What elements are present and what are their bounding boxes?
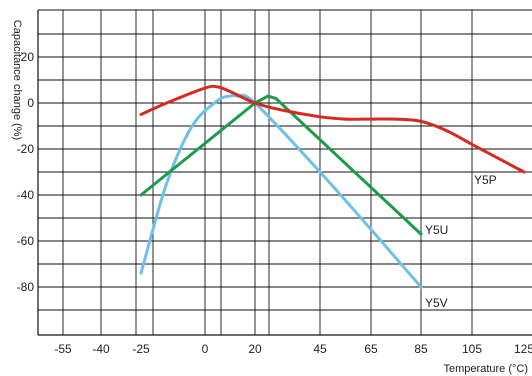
tick-labels: -55 -40 -25 0 20 45 65 85 105 125 20 0 -20 -40 -60 -80 bbox=[17, 50, 532, 356]
series-line-y5p bbox=[139, 84, 526, 174]
series-label-y5v: Y5V bbox=[425, 296, 448, 310]
y-tick-label: 20 bbox=[21, 50, 35, 64]
y-tick-label: -80 bbox=[17, 280, 35, 294]
y-tick-label: -60 bbox=[17, 234, 35, 248]
y-tick-label: 0 bbox=[27, 96, 34, 110]
x-tick-label: 20 bbox=[248, 342, 262, 356]
x-tick-label: 125 bbox=[514, 342, 532, 356]
y-tick-label: -20 bbox=[17, 142, 35, 156]
x-axis-label: Temperature (°C) bbox=[444, 363, 528, 375]
series-label-y5u: Y5U bbox=[425, 223, 448, 237]
x-tick-label: 85 bbox=[414, 342, 428, 356]
series-line-y5u bbox=[139, 94, 423, 236]
x-tick-label: -55 bbox=[54, 342, 72, 356]
series-lines bbox=[139, 84, 526, 289]
x-tick-label: 105 bbox=[462, 342, 482, 356]
x-tick-label: 65 bbox=[364, 342, 378, 356]
x-tick-label: 0 bbox=[202, 342, 209, 356]
y-axis-label: Capacitance change (%) bbox=[11, 20, 23, 140]
x-tick-label: -40 bbox=[92, 342, 110, 356]
x-tick-label: 45 bbox=[313, 342, 327, 356]
grid bbox=[37, 9, 532, 336]
y-tick-label: -40 bbox=[17, 188, 35, 202]
series-line-y5v bbox=[139, 93, 423, 289]
series-label-y5p: Y5P bbox=[474, 173, 497, 187]
x-tick-label: -25 bbox=[132, 342, 150, 356]
